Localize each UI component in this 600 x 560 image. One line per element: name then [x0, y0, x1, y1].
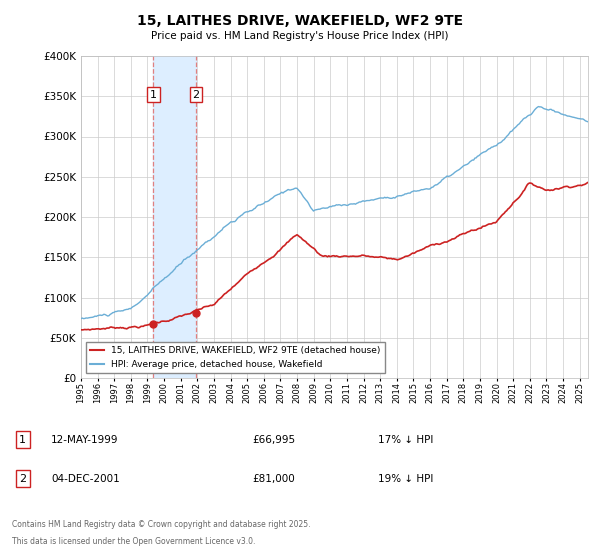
Text: 19% ↓ HPI: 19% ↓ HPI — [378, 474, 433, 484]
Text: £66,995: £66,995 — [252, 435, 295, 445]
Text: This data is licensed under the Open Government Licence v3.0.: This data is licensed under the Open Gov… — [12, 537, 256, 546]
Text: 1: 1 — [19, 435, 26, 445]
Text: Price paid vs. HM Land Registry's House Price Index (HPI): Price paid vs. HM Land Registry's House … — [151, 31, 449, 41]
Text: £81,000: £81,000 — [252, 474, 295, 484]
Text: 1: 1 — [150, 90, 157, 100]
Text: 15, LAITHES DRIVE, WAKEFIELD, WF2 9TE: 15, LAITHES DRIVE, WAKEFIELD, WF2 9TE — [137, 14, 463, 28]
Text: 12-MAY-1999: 12-MAY-1999 — [51, 435, 119, 445]
Text: 2: 2 — [193, 90, 200, 100]
Legend: 15, LAITHES DRIVE, WAKEFIELD, WF2 9TE (detached house), HPI: Average price, deta: 15, LAITHES DRIVE, WAKEFIELD, WF2 9TE (d… — [86, 342, 385, 374]
Text: 17% ↓ HPI: 17% ↓ HPI — [378, 435, 433, 445]
Text: 2: 2 — [19, 474, 26, 484]
Text: Contains HM Land Registry data © Crown copyright and database right 2025.: Contains HM Land Registry data © Crown c… — [12, 520, 311, 529]
Text: 04-DEC-2001: 04-DEC-2001 — [51, 474, 120, 484]
Bar — [154, 56, 196, 378]
